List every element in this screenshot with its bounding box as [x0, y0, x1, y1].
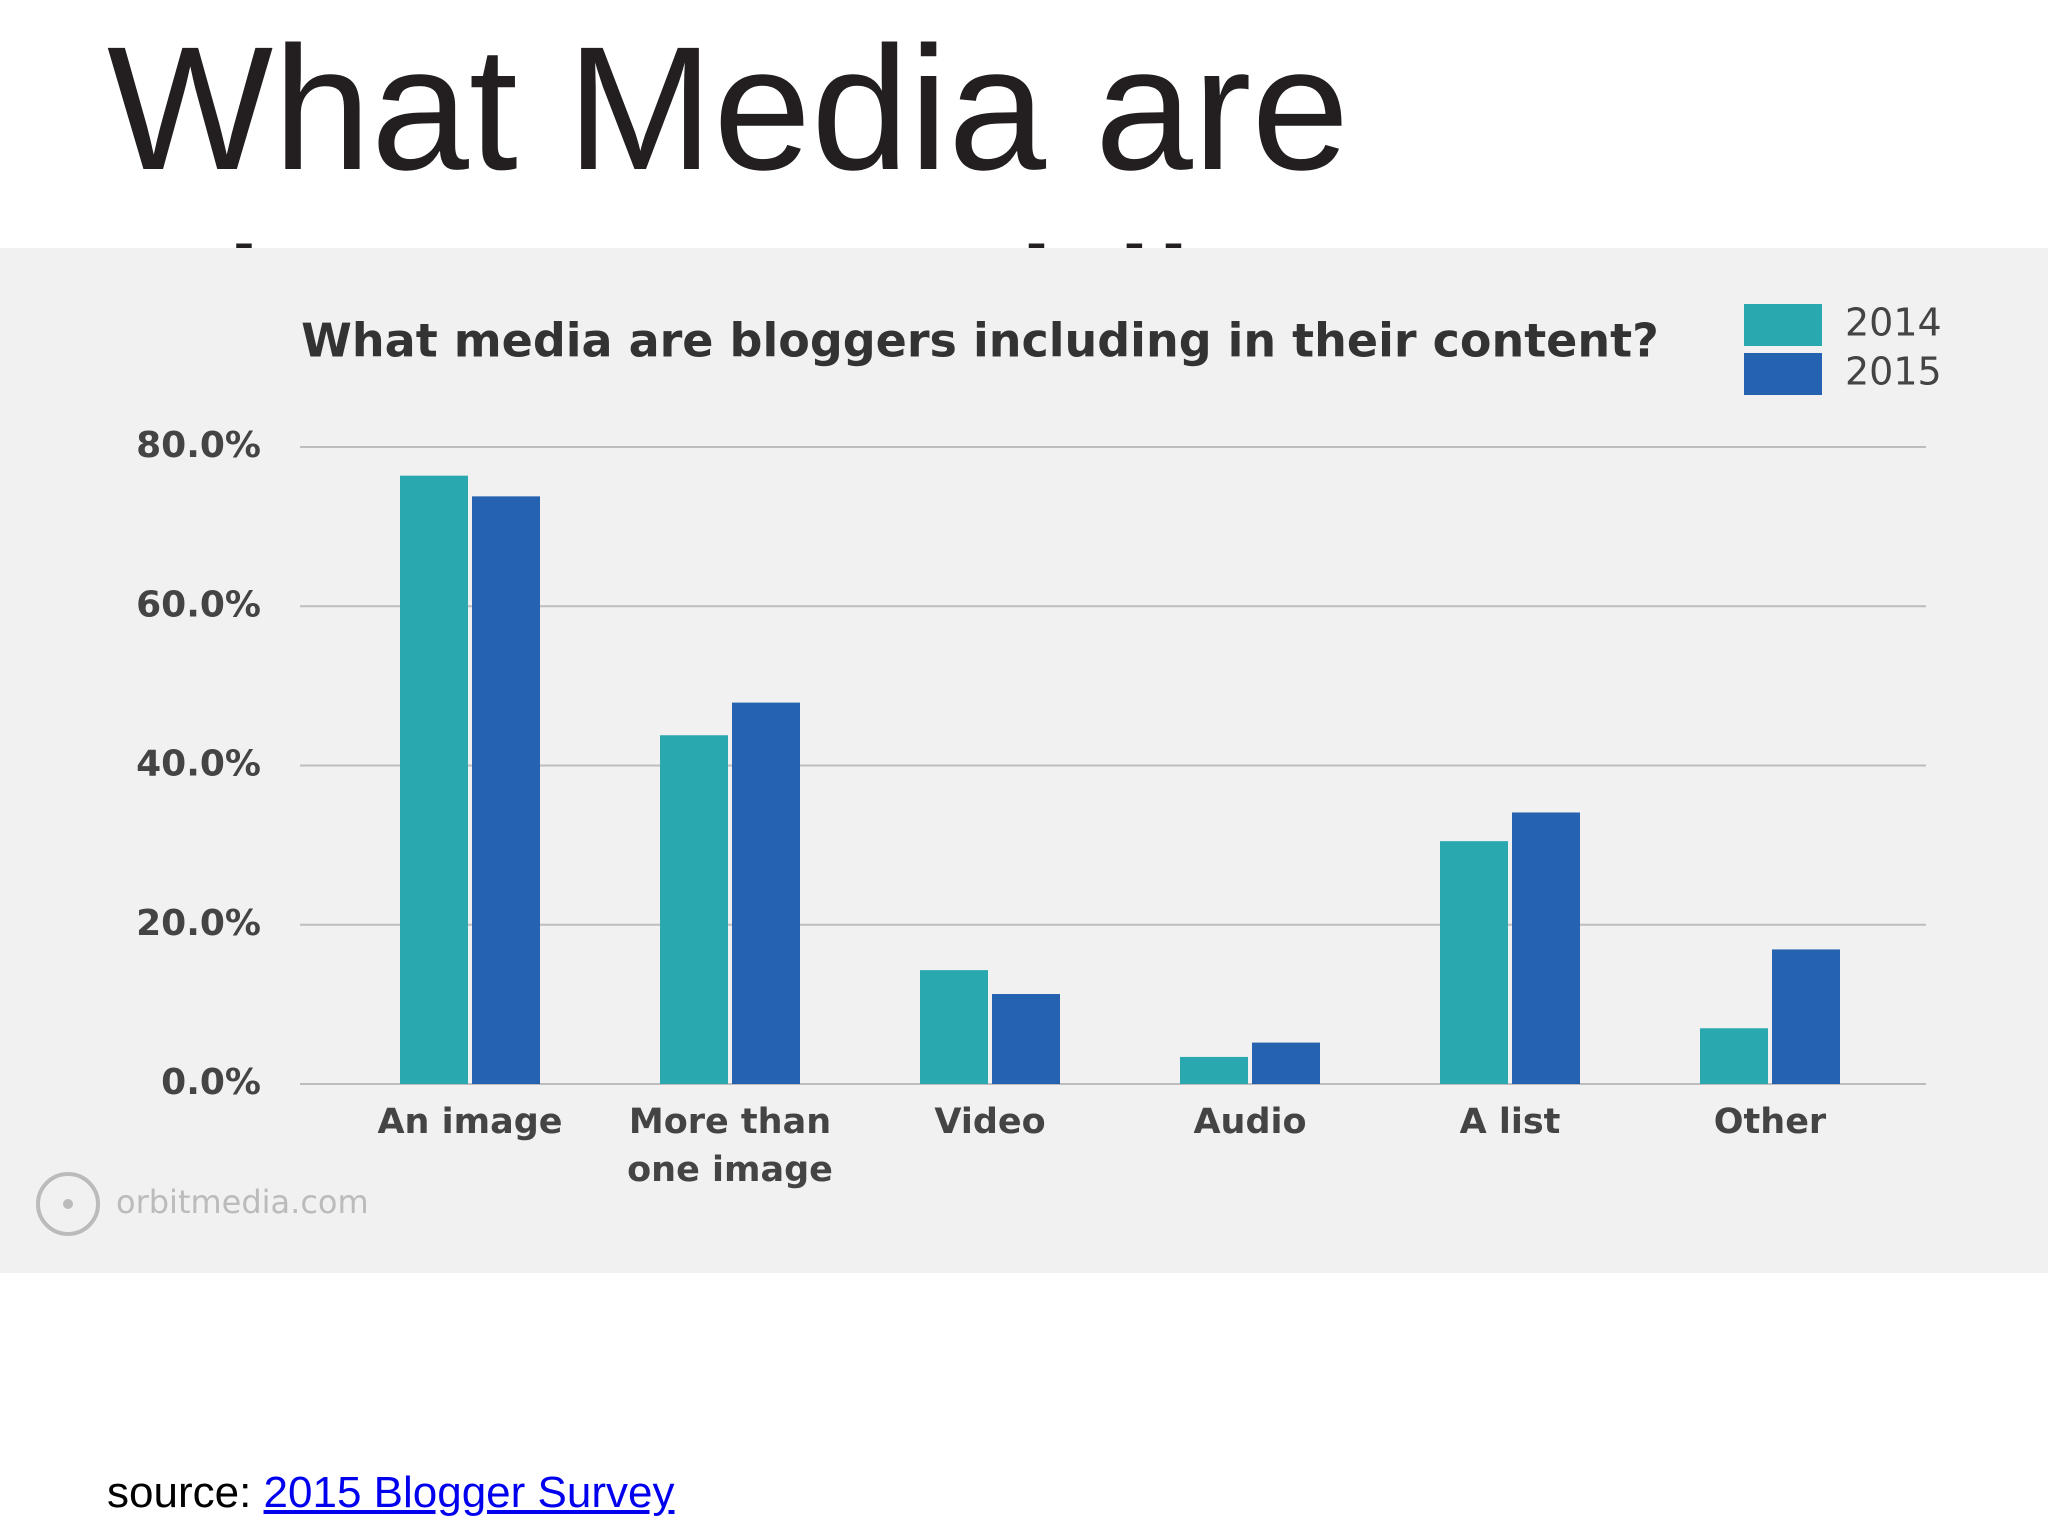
- chart-background: [0, 248, 2048, 1273]
- bar: [660, 735, 728, 1084]
- y-tick-label: 20.0%: [136, 903, 261, 944]
- bar: [920, 970, 988, 1084]
- legend-label: 2015: [1845, 350, 1942, 394]
- source-label: source:: [107, 1468, 252, 1517]
- y-tick-label: 0.0%: [161, 1062, 261, 1103]
- bar: [992, 994, 1060, 1084]
- y-tick-label: 60.0%: [136, 584, 261, 625]
- bar: [1772, 949, 1840, 1084]
- x-tick-label: Audio: [1193, 1102, 1307, 1142]
- watermark-icon-dot: [63, 1199, 73, 1209]
- bar: [400, 475, 468, 1084]
- legend-swatch: [1744, 353, 1822, 395]
- bar: [1180, 1056, 1248, 1084]
- x-tick-label: Other: [1713, 1102, 1827, 1142]
- bar: [1512, 812, 1580, 1084]
- x-tick-label: More than one image: [627, 1102, 833, 1190]
- source-link[interactable]: 2015 Blogger Survey: [263, 1468, 675, 1517]
- legend-label: 2014: [1845, 301, 1942, 345]
- y-tick-label: 80.0%: [136, 425, 261, 466]
- watermark: orbitmedia.com: [116, 1183, 369, 1221]
- x-tick-label: A list: [1459, 1102, 1561, 1142]
- source: source: 2015 Blogger Survey: [107, 1468, 674, 1518]
- bar: [732, 702, 800, 1084]
- bar: [1252, 1042, 1320, 1084]
- chart-title: What media are bloggers including in the…: [301, 314, 1659, 368]
- legend-swatch: [1744, 304, 1822, 346]
- bar: [472, 496, 540, 1084]
- watermark-icon: [36, 1172, 100, 1236]
- bar: [1440, 841, 1508, 1084]
- x-tick-label: Video: [934, 1102, 1046, 1142]
- y-tick-label: 40.0%: [136, 744, 261, 785]
- x-tick-label: An image: [377, 1102, 563, 1142]
- bar: [1700, 1028, 1768, 1084]
